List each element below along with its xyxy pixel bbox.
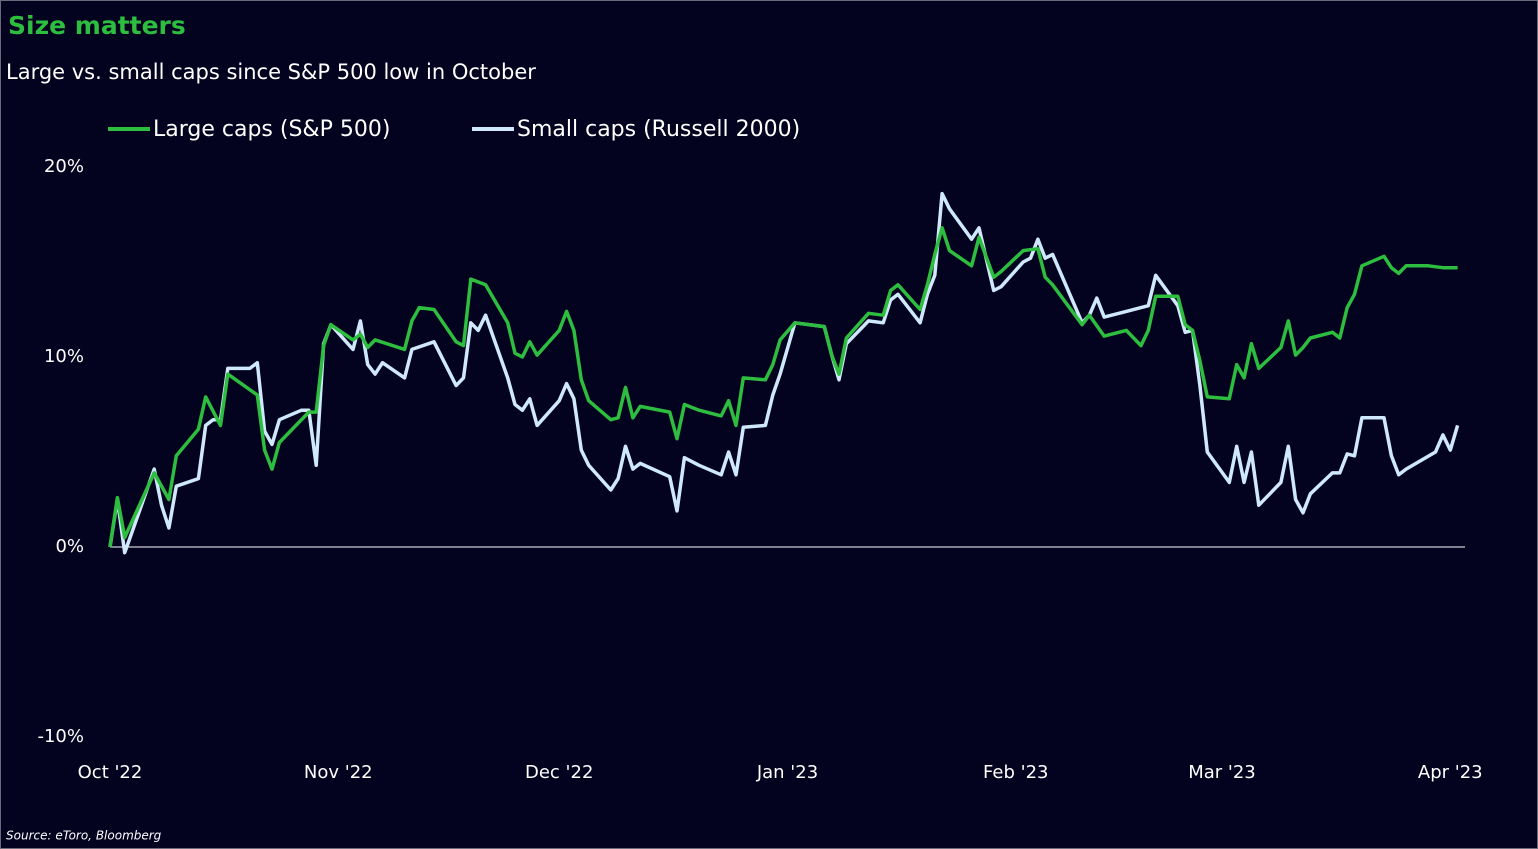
legend-label: Small caps (Russell 2000) [517, 117, 800, 142]
x-tick-label: Oct '22 [78, 762, 143, 783]
y-tick-label: -10% [37, 726, 84, 747]
legend-label: Large caps (S&P 500) [153, 117, 390, 142]
y-tick-label: 10% [44, 346, 84, 367]
series-line [108, 226, 1458, 548]
chart-title: Size matters [8, 11, 186, 40]
chart-subtitle: Large vs. small caps since S&P 500 low i… [6, 60, 536, 84]
y-tick-label: 0% [55, 536, 84, 557]
x-tick-label: Feb '23 [983, 762, 1048, 783]
x-tick-label: Jan '23 [756, 762, 818, 783]
y-tick-label: 20% [44, 156, 84, 177]
series-line [108, 191, 1460, 555]
source-note: Source: eToro, Bloomberg [6, 829, 162, 843]
x-tick-label: Dec '22 [525, 762, 593, 783]
x-tick-label: Mar '23 [1188, 762, 1256, 783]
x-tick-label: Apr '23 [1418, 762, 1483, 783]
x-tick-label: Nov '22 [304, 762, 373, 783]
